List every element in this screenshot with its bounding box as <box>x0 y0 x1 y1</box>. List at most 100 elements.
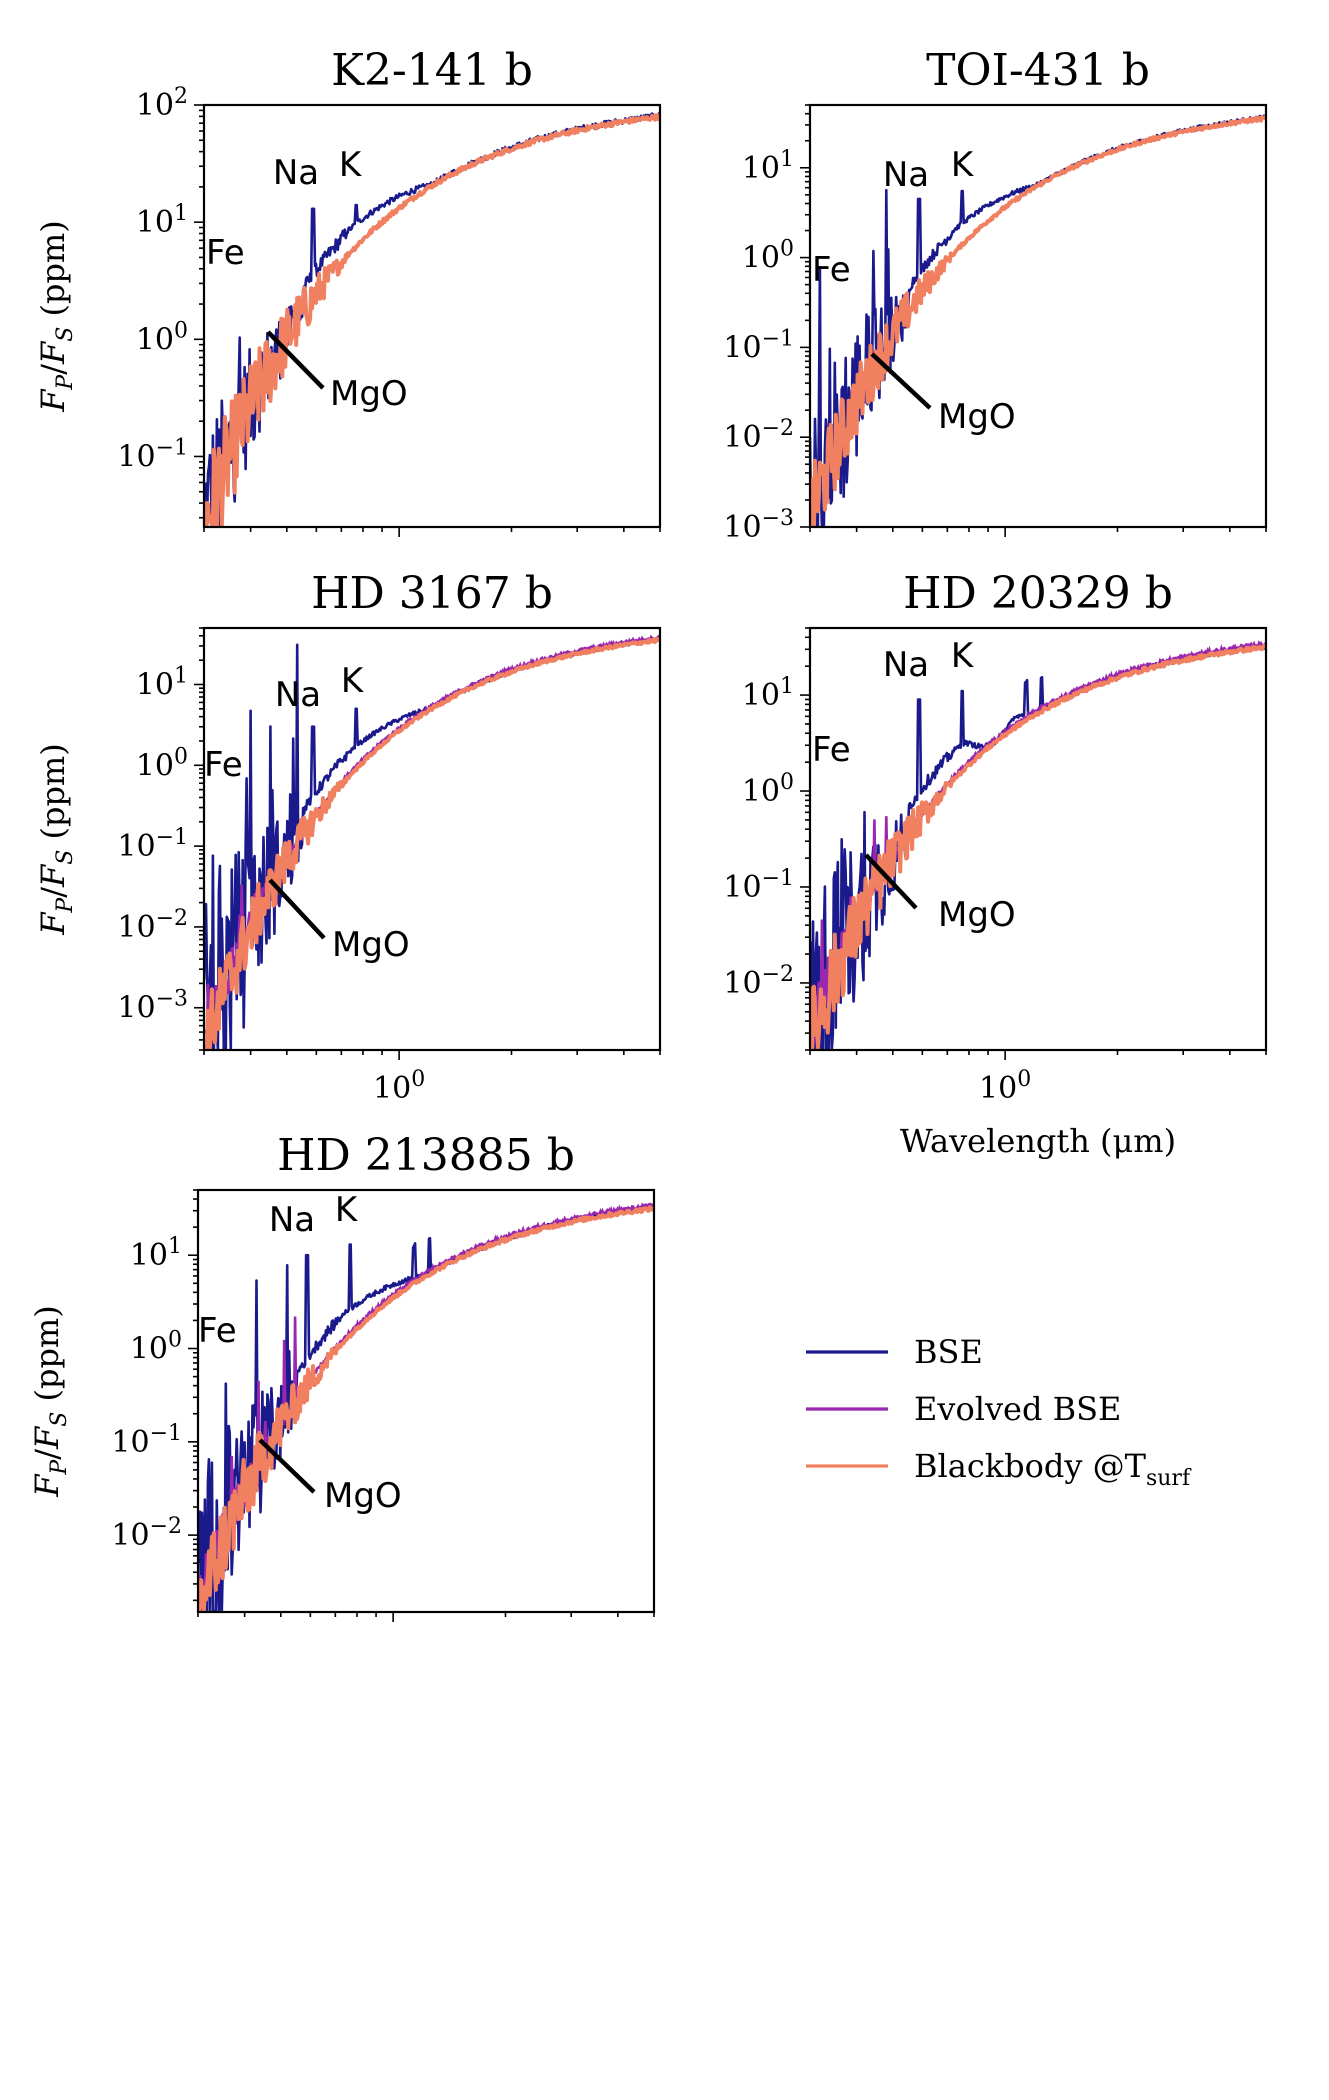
y-axis-label: FP/FS (ppm) <box>28 1305 72 1498</box>
panel-title: TOI-431 b <box>926 45 1150 96</box>
annotation-fe: Fe <box>812 730 851 770</box>
y-tick-exp: 1 <box>174 663 188 688</box>
annotation-na: Na <box>269 1200 315 1240</box>
annotation-mgo: MgO <box>324 1476 402 1516</box>
y-tick-exp: 1 <box>780 674 794 699</box>
ylabel-f: F <box>34 911 72 936</box>
series-group <box>204 634 660 1050</box>
y-tick-base: 10 <box>117 829 155 864</box>
x-tick-base: 10 <box>373 1071 411 1106</box>
y-tick-exp: −2 <box>762 416 794 441</box>
y-tick-exp: 0 <box>174 318 188 343</box>
y-tick-exp: 0 <box>780 770 794 795</box>
panel-title: HD 3167 b <box>311 568 553 619</box>
annotation-fe: Fe <box>204 745 243 785</box>
panel-title: K2-141 b <box>331 45 533 96</box>
y-tick-exp: −1 <box>150 1421 182 1446</box>
series-bse <box>810 114 1266 527</box>
y-tick-label: 101 <box>742 147 794 186</box>
plot-frame <box>202 103 662 529</box>
legend-text: Evolved BSE <box>914 1390 1121 1428</box>
ylabel-sub: P <box>53 897 78 914</box>
ylabel-slash: / <box>34 887 72 898</box>
y-tick-base: 10 <box>117 910 155 945</box>
plot-frame <box>202 626 662 1052</box>
plot-frame <box>808 626 1268 1052</box>
y-tick-base: 10 <box>130 1238 168 1273</box>
annotation-k: K <box>951 145 975 185</box>
series-blackbody <box>204 113 660 527</box>
ylabel-slash: / <box>28 1449 66 1460</box>
y-axis-label: FP/FS (ppm) <box>34 220 78 413</box>
x-axis-label: Wavelength (μm) <box>900 1122 1176 1160</box>
y-tick-base: 10 <box>723 966 761 1001</box>
x-tick-base: 10 <box>979 1071 1017 1106</box>
y-tick-exp: 2 <box>174 84 188 109</box>
ylabel-f: F <box>34 863 72 888</box>
annotation-na: Na <box>883 155 929 195</box>
annotation-fe: Fe <box>206 233 245 273</box>
y-tick-base: 10 <box>723 420 761 455</box>
y-tick-label: 10−2 <box>723 416 794 455</box>
ylabel-unit: (ppm) <box>28 1305 66 1411</box>
series-bse <box>198 1205 654 1612</box>
y-tick-label: 102 <box>136 84 188 123</box>
legend-label-evolved-bse: Evolved BSE <box>914 1390 1121 1428</box>
ylabel-sub: P <box>53 374 78 391</box>
series-blackbody <box>198 1205 654 1612</box>
y-tick-base: 10 <box>117 991 155 1026</box>
legend-sub: surf <box>1146 1466 1192 1491</box>
annotation-mgo: MgO <box>330 374 408 414</box>
y-tick-label: 10−3 <box>723 506 794 545</box>
ylabel-f: F <box>34 340 72 365</box>
y-tick-label: 10−1 <box>117 825 188 864</box>
y-tick-label: 100 <box>742 237 794 276</box>
y-tick-label: 100 <box>742 770 794 809</box>
y-tick-exp: −1 <box>762 866 794 891</box>
ylabel-sub: P <box>47 1459 72 1476</box>
y-tick-label: 10−3 <box>117 987 188 1026</box>
y-tick-label: 101 <box>136 201 188 240</box>
y-tick-base: 10 <box>742 241 780 276</box>
y-tick-label: 101 <box>136 663 188 702</box>
ylabel-f: F <box>28 1425 66 1450</box>
annotation-na: Na <box>275 675 321 715</box>
annotation-mgo: MgO <box>332 925 410 965</box>
annotation-mgo-line <box>268 878 326 940</box>
ylabel-slash: / <box>34 364 72 375</box>
legend-label-blackbody-t-surf: Blackbody @Tsurf <box>914 1447 1192 1491</box>
y-tick-base: 10 <box>742 678 780 713</box>
y-tick-base: 10 <box>117 439 155 474</box>
annotation-k: K <box>339 145 363 185</box>
x-tick-exp: 0 <box>411 1067 425 1092</box>
y-tick-exp: 0 <box>780 237 794 262</box>
y-tick-label: 100 <box>136 744 188 783</box>
series-group <box>198 1202 654 1612</box>
annotation-fe: Fe <box>812 250 851 290</box>
panel-title: HD 20329 b <box>903 568 1173 619</box>
y-tick-label: 101 <box>742 674 794 713</box>
y-tick-exp: 1 <box>168 1234 182 1259</box>
annotation-mgo-line <box>266 330 325 390</box>
y-axis-label: FP/FS (ppm) <box>34 743 78 936</box>
series-bse <box>204 636 660 1050</box>
y-tick-label: 10−1 <box>723 326 794 365</box>
y-tick-exp: 1 <box>780 147 794 172</box>
x-tick-exp: 0 <box>1017 1067 1031 1092</box>
y-tick-base: 10 <box>723 870 761 905</box>
panel-title: HD 213885 b <box>277 1130 575 1181</box>
series-group <box>810 114 1266 527</box>
y-tick-base: 10 <box>742 151 780 186</box>
x-tick-label: 100 <box>373 1067 425 1106</box>
plot-frame <box>808 103 1268 529</box>
legend-text: Blackbody @T <box>914 1447 1147 1485</box>
annotation-k: K <box>951 636 975 676</box>
ylabel-sub: S <box>47 1412 72 1427</box>
annotation-k: K <box>335 1190 359 1230</box>
y-tick-exp: −2 <box>150 1514 182 1539</box>
y-tick-exp: −2 <box>762 962 794 987</box>
